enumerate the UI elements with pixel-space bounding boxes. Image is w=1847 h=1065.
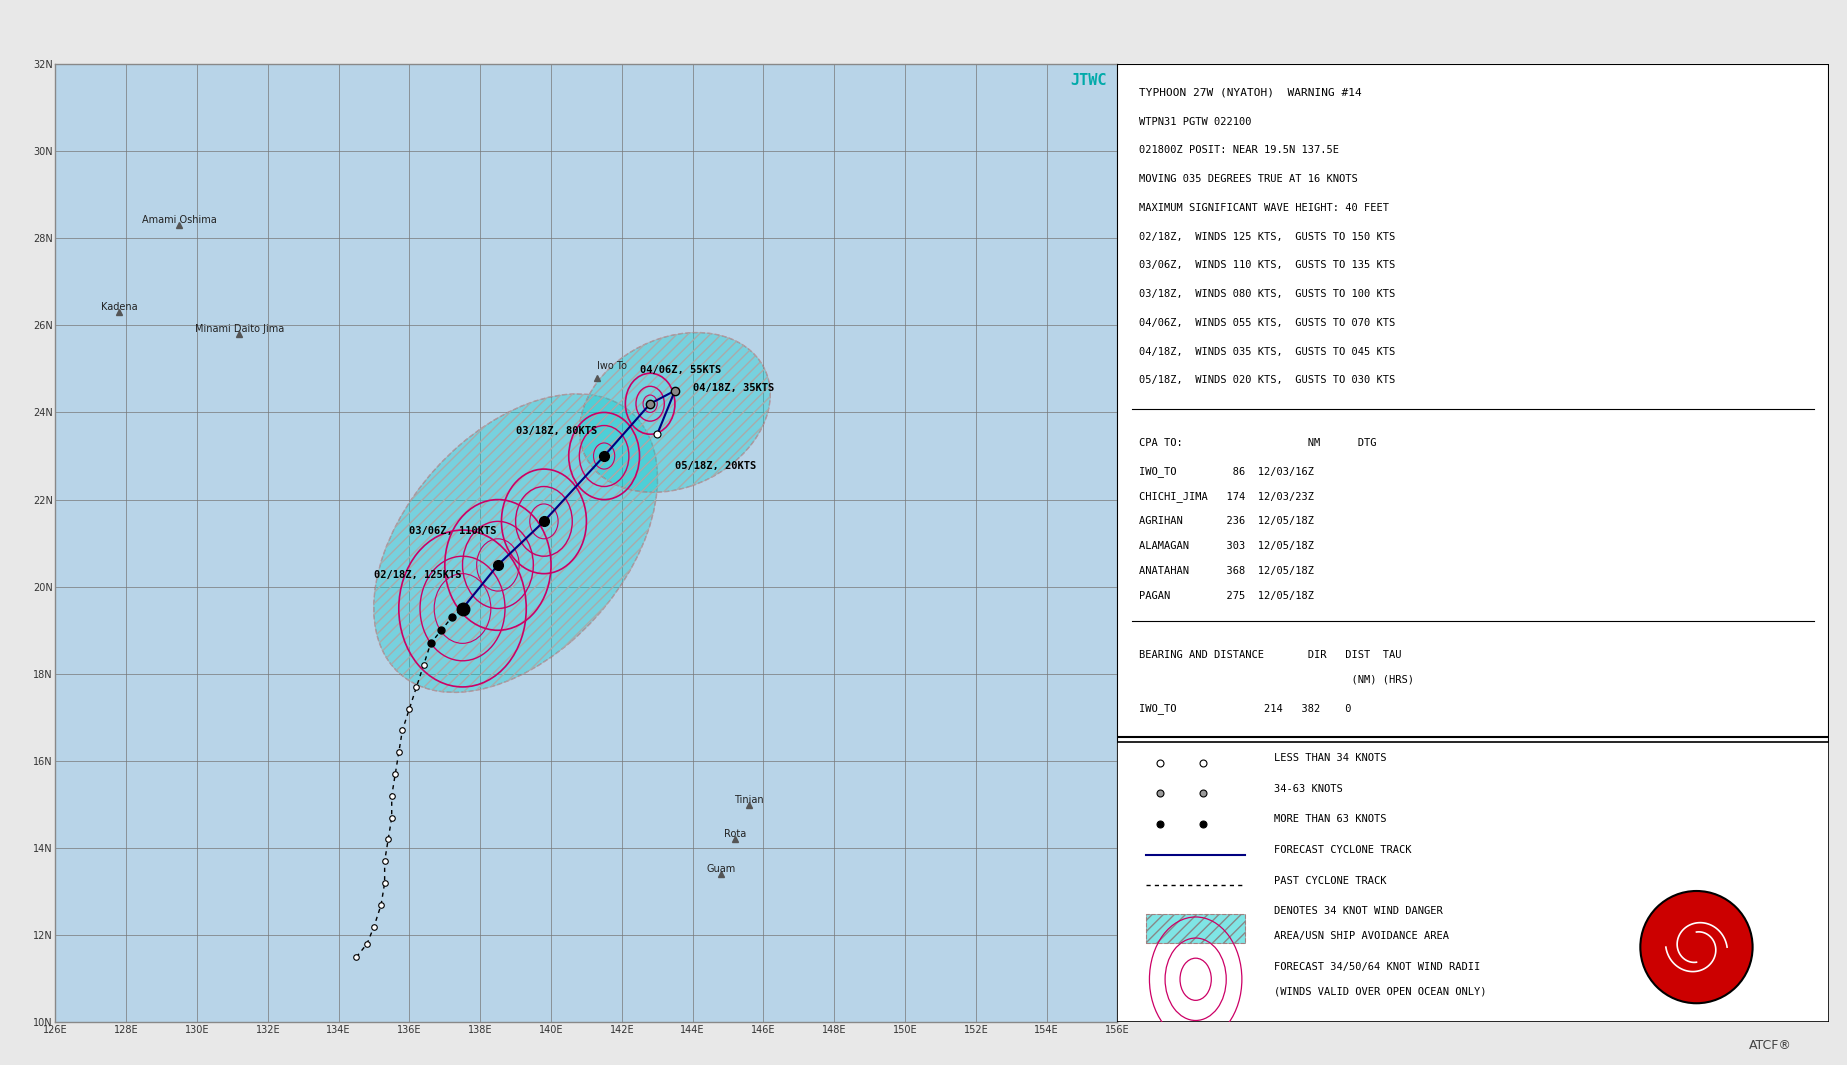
- Text: Tinian: Tinian: [735, 794, 765, 804]
- Text: 04/18Z, 35KTS: 04/18Z, 35KTS: [693, 382, 774, 393]
- Text: CPA TO:                    NM      DTG: CPA TO: NM DTG: [1140, 438, 1376, 447]
- Bar: [1117, 741, 1829, 1022]
- Text: CHICHI_JIMA   174  12/03/23Z: CHICHI_JIMA 174 12/03/23Z: [1140, 491, 1313, 503]
- Text: 02/18Z, 125KTS: 02/18Z, 125KTS: [373, 570, 462, 580]
- Text: 03/06Z, 110KTS: 03/06Z, 110KTS: [410, 526, 497, 537]
- Text: MOVING 035 DEGREES TRUE AT 16 KNOTS: MOVING 035 DEGREES TRUE AT 16 KNOTS: [1140, 175, 1358, 184]
- Text: (NM) (HRS): (NM) (HRS): [1140, 674, 1413, 685]
- Text: PAST CYCLONE TRACK: PAST CYCLONE TRACK: [1274, 875, 1387, 886]
- Text: 021800Z POSIT: NEAR 19.5N 137.5E: 021800Z POSIT: NEAR 19.5N 137.5E: [1140, 146, 1339, 155]
- Text: 04/18Z,  WINDS 035 KTS,  GUSTS TO 045 KTS: 04/18Z, WINDS 035 KTS, GUSTS TO 045 KTS: [1140, 347, 1394, 357]
- Text: 34-63 KNOTS: 34-63 KNOTS: [1274, 784, 1343, 793]
- Ellipse shape: [373, 394, 658, 692]
- Ellipse shape: [580, 332, 770, 492]
- Text: Guam: Guam: [706, 865, 735, 874]
- Text: ANATAHAN      368  12/05/18Z: ANATAHAN 368 12/05/18Z: [1140, 567, 1313, 576]
- Text: LESS THAN 34 KNOTS: LESS THAN 34 KNOTS: [1274, 753, 1387, 763]
- Bar: [1145, 914, 1245, 943]
- Text: 04/06Z, 55KTS: 04/06Z, 55KTS: [639, 365, 720, 375]
- Text: MORE THAN 63 KNOTS: MORE THAN 63 KNOTS: [1274, 815, 1387, 824]
- Text: JTWC: JTWC: [1069, 73, 1106, 88]
- Text: ALAMAGAN      303  12/05/18Z: ALAMAGAN 303 12/05/18Z: [1140, 541, 1313, 552]
- Text: AGRIHAN       236  12/05/18Z: AGRIHAN 236 12/05/18Z: [1140, 517, 1313, 526]
- Text: WTPN31 PGTW 022100: WTPN31 PGTW 022100: [1140, 117, 1250, 127]
- Text: 04/06Z,  WINDS 055 KTS,  GUSTS TO 070 KTS: 04/06Z, WINDS 055 KTS, GUSTS TO 070 KTS: [1140, 318, 1394, 328]
- Text: IWO_TO              214   382    0: IWO_TO 214 382 0: [1140, 703, 1352, 715]
- Bar: [1145, 914, 1245, 943]
- Text: FORECAST CYCLONE TRACK: FORECAST CYCLONE TRACK: [1274, 846, 1411, 855]
- Text: 02/18Z,  WINDS 125 KTS,  GUSTS TO 150 KTS: 02/18Z, WINDS 125 KTS, GUSTS TO 150 KTS: [1140, 232, 1394, 242]
- Text: FORECAST 34/50/64 KNOT WIND RADII: FORECAST 34/50/64 KNOT WIND RADII: [1274, 962, 1479, 972]
- Text: PAGAN         275  12/05/18Z: PAGAN 275 12/05/18Z: [1140, 591, 1313, 601]
- Text: Rota: Rota: [724, 830, 746, 839]
- Circle shape: [1640, 891, 1753, 1003]
- Text: 03/18Z,  WINDS 080 KTS,  GUSTS TO 100 KTS: 03/18Z, WINDS 080 KTS, GUSTS TO 100 KTS: [1140, 290, 1394, 299]
- Text: Kadena: Kadena: [102, 302, 137, 312]
- Text: AREA/USN SHIP AVOIDANCE AREA: AREA/USN SHIP AVOIDANCE AREA: [1274, 932, 1448, 941]
- Text: IWO_TO         86  12/03/16Z: IWO_TO 86 12/03/16Z: [1140, 466, 1313, 477]
- Text: DENOTES 34 KNOT WIND DANGER: DENOTES 34 KNOT WIND DANGER: [1274, 906, 1443, 916]
- Text: TYPHOON 27W (NYATOH)  WARNING #14: TYPHOON 27W (NYATOH) WARNING #14: [1140, 88, 1361, 98]
- Text: (WINDS VALID OVER OPEN OCEAN ONLY): (WINDS VALID OVER OPEN OCEAN ONLY): [1274, 987, 1487, 997]
- Text: 05/18Z, 20KTS: 05/18Z, 20KTS: [674, 461, 755, 471]
- Text: ATCF®: ATCF®: [1749, 1039, 1792, 1052]
- Text: Iwo To: Iwo To: [597, 361, 626, 371]
- Text: MAXIMUM SIGNIFICANT WAVE HEIGHT: 40 FEET: MAXIMUM SIGNIFICANT WAVE HEIGHT: 40 FEET: [1140, 203, 1389, 213]
- Text: 03/18Z, 80KTS: 03/18Z, 80KTS: [515, 426, 597, 437]
- Text: 03/06Z,  WINDS 110 KTS,  GUSTS TO 135 KTS: 03/06Z, WINDS 110 KTS, GUSTS TO 135 KTS: [1140, 261, 1394, 271]
- Text: Amami Oshima: Amami Oshima: [142, 215, 216, 225]
- Text: BEARING AND DISTANCE       DIR   DIST  TAU: BEARING AND DISTANCE DIR DIST TAU: [1140, 650, 1402, 659]
- Text: 05/18Z,  WINDS 020 KTS,  GUSTS TO 030 KTS: 05/18Z, WINDS 020 KTS, GUSTS TO 030 KTS: [1140, 376, 1394, 386]
- Text: Minami Daito Jima: Minami Daito Jima: [196, 324, 284, 334]
